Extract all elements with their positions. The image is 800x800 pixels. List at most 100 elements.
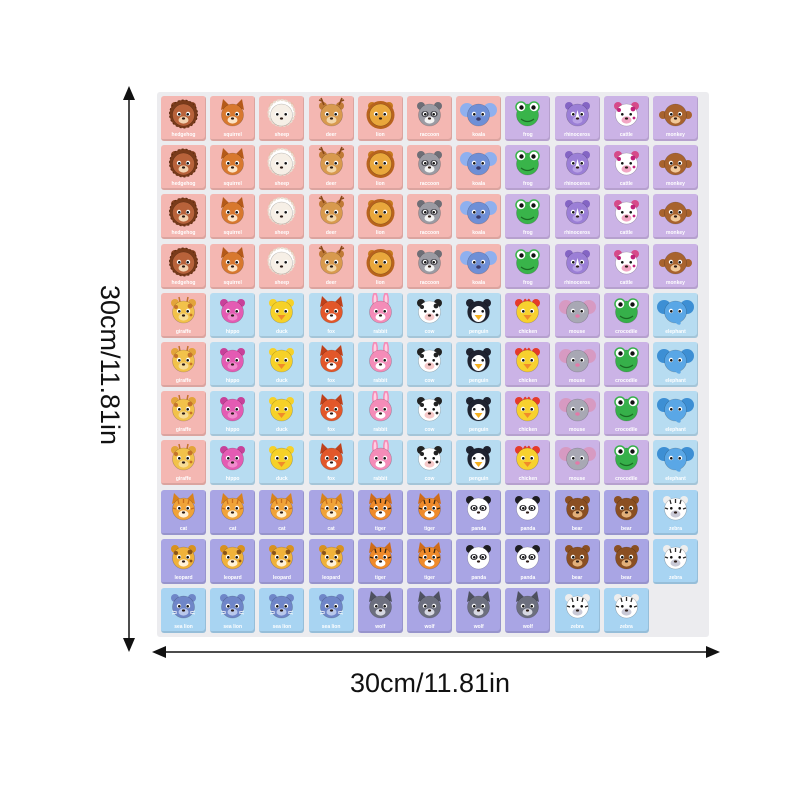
- monkey-icon: [659, 152, 692, 176]
- tile-label: monkey: [666, 181, 685, 188]
- tile-fox: fox: [308, 391, 354, 437]
- tile-label: deer: [325, 132, 337, 138]
- tile-label: bear: [571, 574, 583, 581]
- tile-cow: cow: [407, 440, 452, 486]
- tile-chicken: chicken: [505, 440, 551, 486]
- tile-label: mouse: [569, 476, 586, 483]
- width-dimension-arrow: [152, 646, 720, 658]
- tile-fox: fox: [308, 342, 354, 387]
- cattle-icon: [613, 151, 639, 176]
- tile-label: wolf: [473, 624, 484, 630]
- bear-icon: [564, 544, 590, 570]
- tile-label: cattle: [619, 279, 633, 286]
- tile-frog: frog: [505, 194, 551, 240]
- tile-label: koala: [472, 132, 486, 138]
- tile-label: squirrel: [223, 132, 242, 138]
- leopard-icon: [171, 544, 196, 570]
- zebra-icon: [663, 544, 688, 570]
- tile-duck: duck: [259, 292, 305, 338]
- tile-label: mouse: [569, 427, 586, 434]
- tile-duck: duck: [259, 342, 305, 387]
- tile-hippo: hippo: [210, 440, 256, 486]
- tile-label: panda: [471, 574, 487, 581]
- tile-deer: deer: [308, 194, 354, 240]
- tile-deer: deer: [308, 145, 354, 191]
- rabbit-icon: [368, 342, 392, 373]
- rhinoceros-icon: [564, 102, 590, 127]
- tile-label: hippo: [225, 476, 240, 483]
- tile-label: duck: [276, 476, 288, 483]
- tile-label: leopard: [322, 574, 341, 581]
- koala-icon: [460, 152, 498, 176]
- chicken-icon: [515, 298, 541, 324]
- wolf-icon: [516, 591, 540, 619]
- chicken-icon: [515, 446, 541, 471]
- tile-cat: cat: [161, 489, 206, 535]
- cat-icon: [270, 492, 294, 520]
- tile-label: panda: [471, 525, 487, 532]
- crocodile-icon: [614, 347, 639, 373]
- tile-label: leopard: [272, 574, 291, 581]
- penguin-icon: [466, 397, 492, 422]
- tile-label: bear: [621, 525, 632, 532]
- tile-label: zebra: [619, 624, 633, 630]
- tile-sea-lion: sea lion: [210, 588, 256, 633]
- tile-fox: fox: [308, 440, 354, 486]
- cattle-icon: [613, 102, 639, 127]
- tile-label: frog: [523, 132, 533, 138]
- tile-label: bear: [621, 574, 632, 581]
- tile-label: raccoon: [419, 279, 440, 286]
- tile-label: duck: [276, 427, 288, 434]
- tile-label: monkey: [666, 230, 685, 237]
- tile-hippo: hippo: [210, 292, 256, 338]
- squirrel-icon: [221, 148, 245, 176]
- wolf-icon: [418, 591, 441, 619]
- tile-label: elephant: [665, 328, 686, 335]
- tile-label: raccoon: [419, 132, 440, 138]
- tile-koala: koala: [456, 96, 502, 141]
- leopard-icon: [318, 544, 344, 570]
- hedgehog-icon: [169, 99, 198, 129]
- tile-label: giraffe: [175, 476, 192, 483]
- tile-zebra: zebra: [554, 588, 600, 633]
- penguin-icon: [466, 446, 492, 471]
- zebra-icon: [564, 594, 590, 619]
- tile-crocodile: crocodile: [603, 440, 649, 486]
- tile-crocodile: crocodile: [603, 292, 649, 338]
- tile-penguin: penguin: [456, 391, 502, 437]
- wolf-icon: [368, 591, 392, 619]
- tile-zebra: zebra: [653, 489, 698, 535]
- tile-label: cat: [278, 525, 286, 532]
- cat-icon: [221, 492, 245, 520]
- monkey-icon: [659, 251, 692, 274]
- tile-label: rhinoceros: [564, 132, 591, 138]
- tile-label: wolf: [522, 624, 533, 630]
- tile-label: fox: [327, 427, 335, 434]
- leopard-icon: [269, 544, 295, 570]
- tile-cat: cat: [210, 489, 256, 535]
- tile-frog: frog: [505, 96, 551, 141]
- tile-label: sheep: [274, 181, 290, 188]
- tile-label: tiger: [424, 574, 435, 581]
- elephant-icon: [657, 447, 694, 473]
- bear-icon: [564, 495, 590, 520]
- tile-lion: lion: [357, 243, 403, 289]
- tile-label: cat: [327, 525, 335, 532]
- raccoon-icon: [417, 200, 442, 225]
- zebra-icon: [663, 495, 688, 520]
- tile-label: chicken: [518, 427, 538, 434]
- tile-sea-lion: sea lion: [161, 588, 206, 633]
- fox-icon: [319, 345, 343, 373]
- tile-elephant: elephant: [653, 440, 698, 486]
- tile-sheep: sheep: [259, 145, 305, 191]
- tile-label: giraffe: [175, 378, 192, 384]
- raccoon-icon: [417, 249, 442, 274]
- penguin-icon: [466, 348, 492, 373]
- sea-lion-icon: [318, 594, 344, 619]
- tile-panda: panda: [505, 489, 551, 535]
- fox-icon: [319, 443, 343, 471]
- elephant-icon: [657, 299, 694, 325]
- cattle-icon: [613, 249, 639, 274]
- tile-label: mouse: [569, 328, 586, 335]
- tile-duck: duck: [259, 440, 305, 486]
